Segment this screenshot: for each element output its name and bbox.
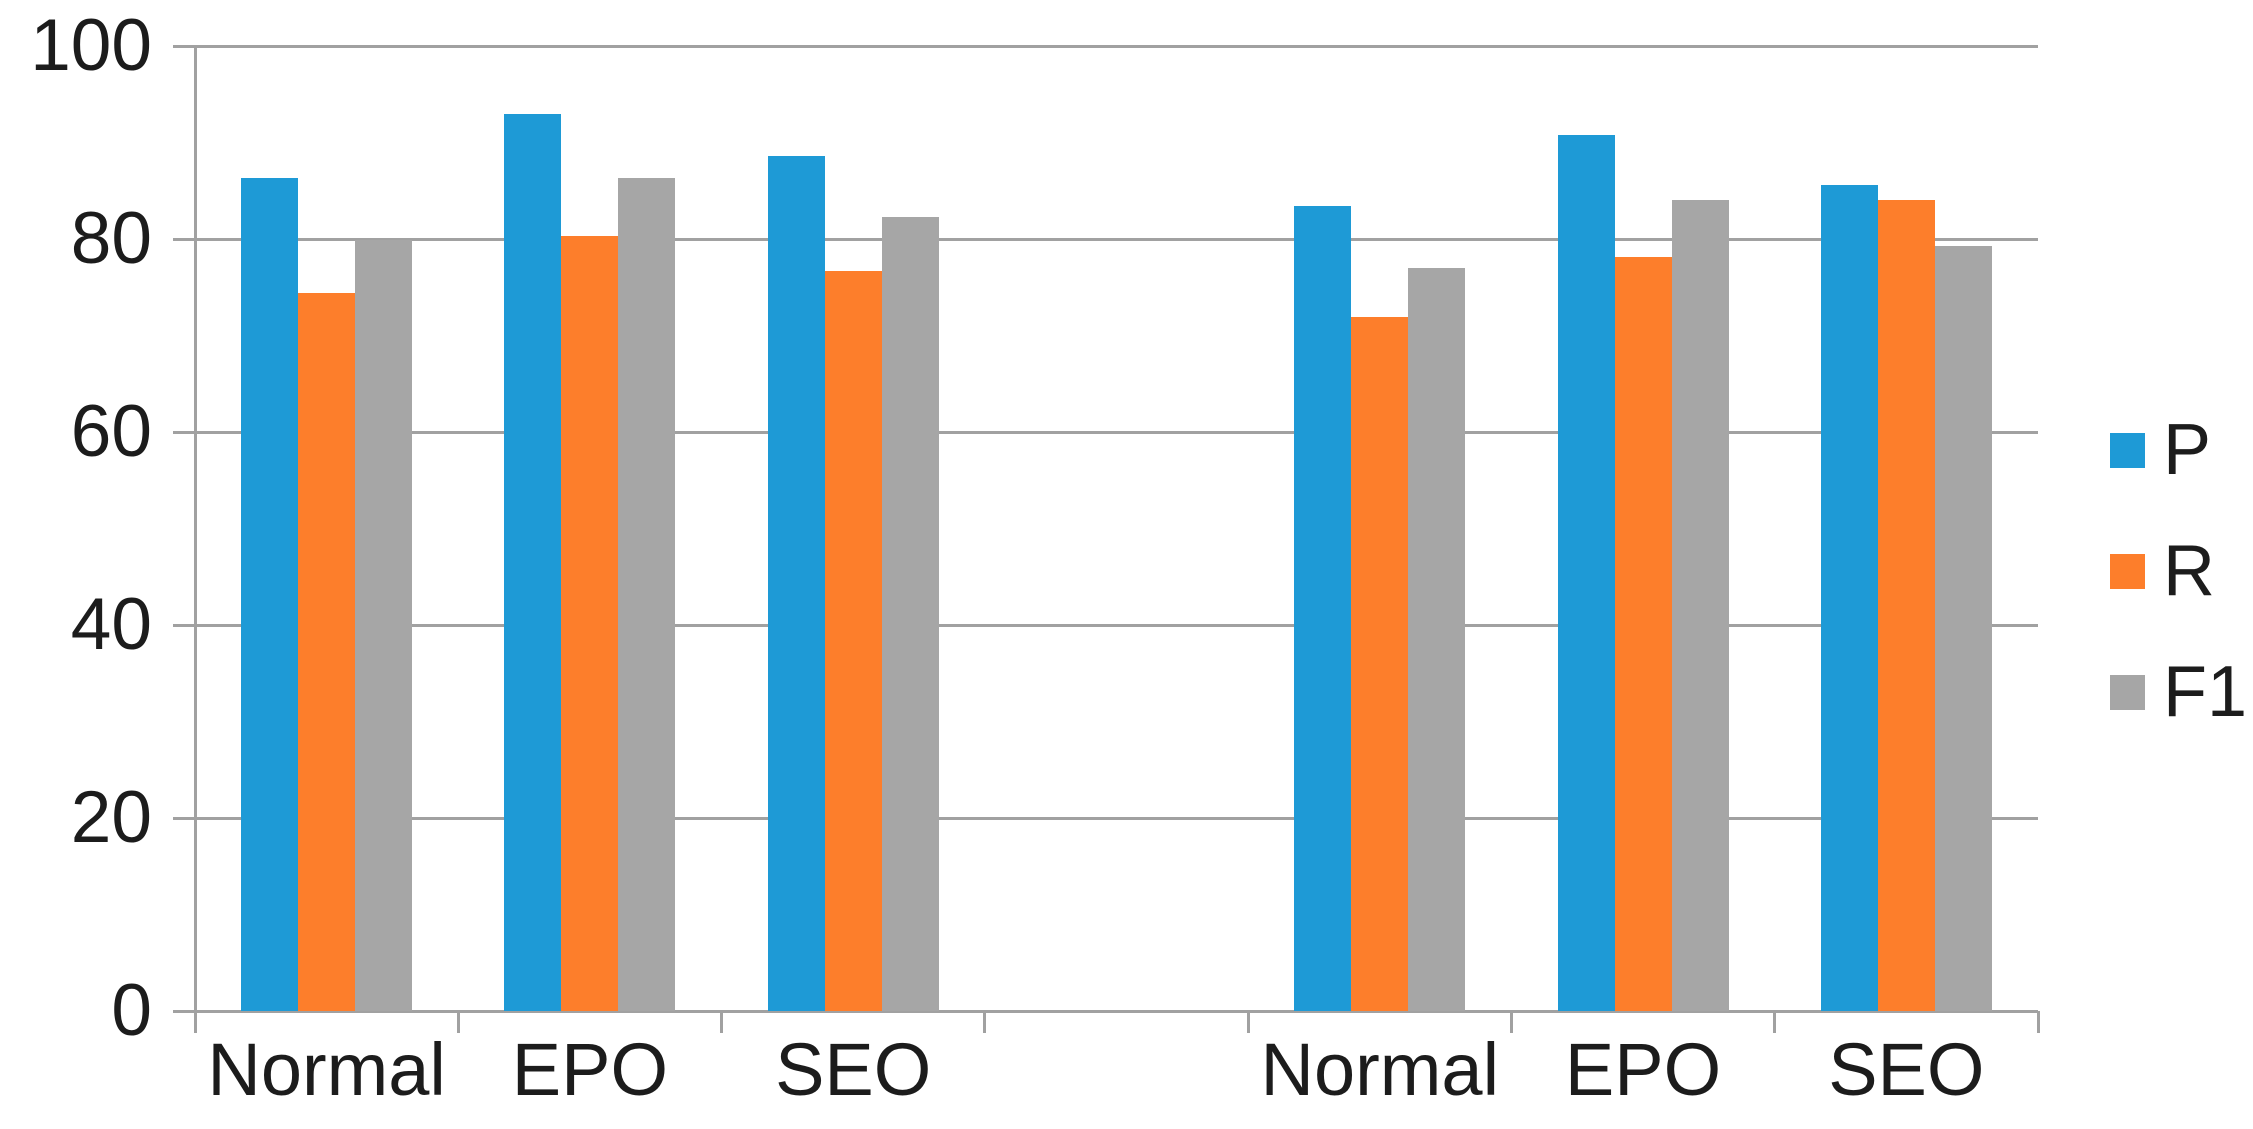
legend-label: R — [2163, 531, 2215, 611]
bar-f1-normal — [1408, 267, 1466, 1011]
bar-r-normal — [298, 293, 356, 1011]
x-axis-tick — [456, 1011, 460, 1033]
x-tick-label: SEO — [775, 1028, 932, 1111]
x-axis-tick — [1509, 1011, 1513, 1033]
bar-p-epo — [1557, 134, 1615, 1011]
gridline — [173, 430, 2038, 434]
bar-f1-normal — [355, 239, 413, 1011]
bar-p-epo — [504, 113, 562, 1011]
bar-r-normal — [1351, 317, 1409, 1011]
y-tick-label: 40 — [70, 584, 152, 665]
bar-r-seo — [824, 270, 882, 1011]
x-tick-label: Normal — [1260, 1028, 1500, 1111]
x-axis-tick — [193, 1011, 197, 1033]
bar-f1-seo — [1934, 245, 1992, 1011]
bar-f1-epo — [1671, 200, 1729, 1011]
gridline — [173, 44, 2038, 48]
x-tick-label: Normal — [207, 1028, 446, 1111]
legend-label: P — [2163, 410, 2212, 490]
x-tick-label: EPO — [1564, 1028, 1722, 1111]
y-tick-label: 0 — [111, 970, 152, 1051]
gridline — [173, 237, 2038, 241]
bar-r-seo — [1877, 200, 1935, 1011]
legend-swatch-r — [2110, 553, 2145, 589]
legend-item-f1: F1 — [2110, 647, 2247, 737]
x-axis-baseline — [173, 1009, 2038, 1013]
bar-p-normal — [1294, 206, 1352, 1011]
bar-r-epo — [561, 236, 619, 1011]
legend-label: F1 — [2163, 652, 2248, 732]
legend-item-p: P — [2110, 405, 2211, 495]
x-axis-tick — [1246, 1011, 1250, 1033]
x-axis-tick — [720, 1011, 724, 1033]
bar-p-seo — [1820, 184, 1878, 1011]
bar-r-epo — [1614, 257, 1672, 1011]
y-tick-label: 100 — [30, 5, 152, 86]
x-axis-tick — [983, 1011, 987, 1033]
plot-area — [173, 44, 2038, 1013]
bar-f1-epo — [618, 178, 676, 1011]
bar-p-normal — [241, 178, 299, 1011]
x-axis-tick — [1773, 1011, 1777, 1033]
gridline — [173, 816, 2038, 820]
y-tick-label: 60 — [70, 391, 152, 472]
x-axis-tick — [2036, 1011, 2040, 1033]
gridline — [173, 623, 2038, 627]
x-tick-label: SEO — [1828, 1028, 1985, 1111]
x-tick-label: EPO — [511, 1028, 669, 1111]
bar-f1-seo — [881, 216, 939, 1011]
legend-swatch-f1 — [2110, 674, 2145, 710]
y-axis-line — [193, 46, 197, 1033]
bar-p-seo — [767, 156, 825, 1011]
legend-item-r: R — [2110, 526, 2215, 616]
y-tick-label: 20 — [70, 777, 152, 858]
y-tick-label: 80 — [70, 198, 152, 279]
legend-swatch-p — [2110, 432, 2145, 468]
